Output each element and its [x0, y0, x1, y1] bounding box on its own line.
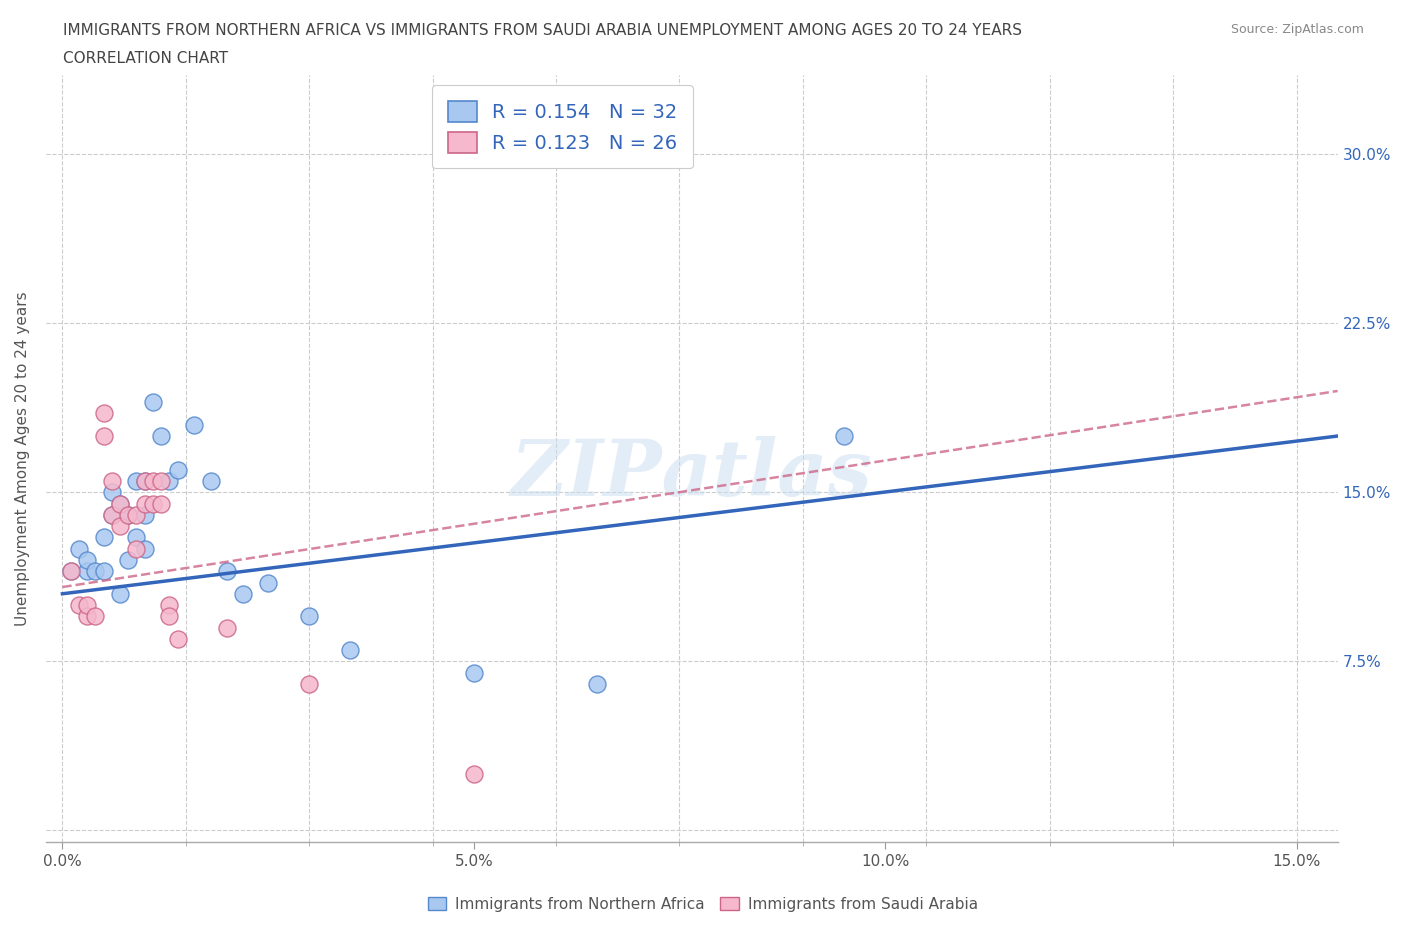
- Point: [232, 586, 254, 601]
- Point: [215, 620, 238, 635]
- Point: [76, 564, 98, 578]
- Point: [142, 395, 165, 410]
- Point: [117, 508, 139, 523]
- Point: [134, 497, 156, 512]
- Legend: Immigrants from Northern Africa, Immigrants from Saudi Arabia: Immigrants from Northern Africa, Immigra…: [422, 890, 984, 918]
- Point: [108, 586, 131, 601]
- Point: [108, 497, 131, 512]
- Point: [586, 676, 609, 691]
- Point: [125, 530, 148, 545]
- Text: ZIP​atlas: ZIP​atlas: [510, 435, 873, 512]
- Point: [157, 598, 180, 613]
- Point: [134, 508, 156, 523]
- Point: [84, 564, 107, 578]
- Point: [298, 609, 321, 624]
- Point: [150, 473, 173, 488]
- Text: Source: ZipAtlas.com: Source: ZipAtlas.com: [1230, 23, 1364, 36]
- Point: [134, 541, 156, 556]
- Y-axis label: Unemployment Among Ages 20 to 24 years: Unemployment Among Ages 20 to 24 years: [15, 291, 30, 626]
- Point: [117, 508, 139, 523]
- Point: [166, 462, 188, 477]
- Point: [215, 564, 238, 578]
- Point: [142, 497, 165, 512]
- Point: [101, 508, 124, 523]
- Point: [59, 564, 82, 578]
- Point: [150, 497, 173, 512]
- Point: [257, 575, 280, 590]
- Point: [125, 473, 148, 488]
- Point: [76, 552, 98, 567]
- Point: [101, 473, 124, 488]
- Point: [157, 609, 180, 624]
- Point: [157, 473, 180, 488]
- Point: [125, 541, 148, 556]
- Point: [200, 473, 222, 488]
- Point: [67, 598, 90, 613]
- Point: [832, 429, 855, 444]
- Text: IMMIGRANTS FROM NORTHERN AFRICA VS IMMIGRANTS FROM SAUDI ARABIA UNEMPLOYMENT AMO: IMMIGRANTS FROM NORTHERN AFRICA VS IMMIG…: [63, 23, 1022, 38]
- Point: [108, 497, 131, 512]
- Point: [101, 485, 124, 499]
- Point: [117, 552, 139, 567]
- Point: [101, 508, 124, 523]
- Point: [93, 564, 115, 578]
- Point: [134, 473, 156, 488]
- Point: [76, 598, 98, 613]
- Point: [125, 508, 148, 523]
- Point: [339, 643, 361, 658]
- Point: [76, 609, 98, 624]
- Point: [134, 473, 156, 488]
- Text: CORRELATION CHART: CORRELATION CHART: [63, 51, 228, 66]
- Point: [84, 609, 107, 624]
- Point: [59, 564, 82, 578]
- Point: [463, 766, 485, 781]
- Point: [108, 519, 131, 534]
- Point: [67, 541, 90, 556]
- Point: [463, 665, 485, 680]
- Point: [166, 631, 188, 646]
- Point: [93, 406, 115, 421]
- Legend: R = 0.154   N = 32, R = 0.123   N = 26: R = 0.154 N = 32, R = 0.123 N = 26: [432, 86, 693, 168]
- Point: [298, 676, 321, 691]
- Point: [93, 530, 115, 545]
- Point: [183, 418, 205, 432]
- Point: [150, 429, 173, 444]
- Point: [93, 429, 115, 444]
- Point: [142, 473, 165, 488]
